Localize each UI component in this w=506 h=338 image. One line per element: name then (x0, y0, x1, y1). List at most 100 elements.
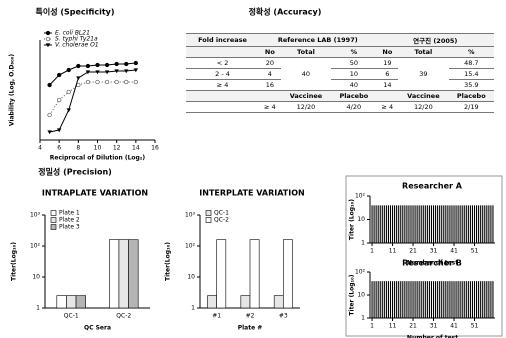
marker (66, 108, 71, 113)
x-tick-label: 6 (57, 145, 61, 152)
cell: Vaccinee (280, 90, 332, 102)
cell: Total (398, 46, 449, 58)
marker (56, 128, 62, 133)
x-tick-label: 16 (151, 145, 159, 152)
x-tick-label: 41 (450, 248, 458, 255)
marker (114, 61, 119, 67)
marker (47, 82, 52, 88)
y-tick-label: 10 (32, 274, 40, 281)
series-line (49, 81, 136, 116)
x-tick-label: 12 (113, 145, 121, 152)
legend-marker (45, 43, 51, 48)
marker (85, 70, 91, 75)
bar (273, 295, 284, 309)
accuracy-table: Fold increase Reference LAB (1997) 연구진 (20… (186, 33, 494, 113)
cell: < 2 (186, 57, 260, 69)
x-tick-label: 10 (94, 145, 102, 152)
cell: 12/20 (280, 101, 332, 113)
marker (124, 61, 129, 67)
cell: % (331, 46, 377, 58)
x-tick-label: 8 (76, 145, 80, 152)
bar (216, 239, 227, 309)
cell: 4 (259, 68, 281, 80)
bar (75, 295, 86, 309)
x-tick-label: 14 (132, 145, 140, 152)
x-tick-label: 11 (389, 323, 397, 330)
x-axis-label: Number of test (407, 260, 458, 267)
x-axis-label: QC Sera (84, 325, 111, 332)
marker (133, 60, 138, 66)
y-tick-label: 1 (191, 305, 195, 312)
legend-label: S. typhi Ty21a (55, 36, 98, 43)
cell: 14 (376, 79, 399, 91)
cell: 16 (259, 79, 281, 91)
y-tick-label: 10² (185, 243, 196, 250)
legend-marker (45, 36, 51, 42)
x-axis-label: Reciprocal of Dilution (Log₂) (50, 155, 146, 162)
cell: 12/20 (398, 101, 449, 113)
legend-swatch (205, 210, 212, 216)
cell: 6 (376, 68, 399, 80)
x-tick-label: QC-1 (64, 313, 79, 320)
cell: ≥ 4 (186, 79, 260, 91)
panel-frame (345, 175, 503, 337)
legend-marker (45, 30, 51, 36)
marker (114, 79, 119, 85)
cell: 2/19 (448, 101, 494, 113)
legend-swatch (50, 217, 57, 223)
marker (47, 112, 52, 118)
x-tick-label: 21 (409, 323, 417, 330)
x-tick-label: #3 (279, 313, 288, 320)
cell: 15.4 (448, 68, 494, 80)
cell: No (376, 46, 399, 58)
legend-label: Plate 3 (59, 224, 80, 231)
section-title: 정밀성 (Precision) (38, 167, 112, 177)
bar (109, 239, 120, 309)
legend-label: E. coli BL21 (55, 30, 90, 37)
marker (124, 69, 129, 74)
cell: 19 (376, 57, 399, 69)
cell: Reference LAB (1997) (259, 33, 377, 47)
y-tick-label: 10 (357, 216, 365, 223)
chart-title: 특이성 (Specificity) (35, 7, 114, 17)
x-tick-label: QC-2 (116, 313, 131, 320)
cell: 39 (398, 57, 449, 91)
cell: Placebo (331, 90, 377, 102)
chart-title: INTRAPLATE VARIATION (42, 189, 148, 198)
bar (283, 239, 293, 309)
x-tick-label: 11 (389, 248, 397, 255)
marker (47, 130, 52, 135)
y-axis-label: Titer (Log₁₀) (349, 199, 356, 240)
cell: 35.9 (448, 79, 494, 91)
y-tick-label: 10² (30, 243, 41, 250)
y-tick-label: 10² (355, 193, 366, 200)
legend-label: V. cholerae O1 (55, 42, 99, 49)
marker (133, 68, 139, 73)
series-line (49, 69, 136, 133)
marker (104, 79, 110, 85)
marker (104, 70, 110, 75)
x-tick-label: #1 (212, 313, 221, 320)
legend-swatch (50, 210, 57, 216)
marker (57, 72, 62, 78)
y-tick-label: 1 (361, 240, 365, 247)
cell: 20 (259, 57, 281, 69)
marker (76, 76, 81, 81)
y-axis-label: Titer (Log₁₀) (349, 274, 356, 315)
legend-label: QC-2 (214, 217, 229, 224)
marker (66, 67, 71, 73)
bar (128, 239, 139, 309)
cell: Placebo (448, 90, 494, 102)
bar (207, 295, 217, 309)
x-tick-label: 41 (450, 323, 458, 330)
legend-label: Plate 2 (59, 217, 80, 224)
table-title: 정확성 (Accuracy) (249, 7, 322, 17)
cell: 4/20 (331, 101, 377, 113)
y-tick-label: 10³ (30, 212, 41, 219)
marker (95, 70, 100, 75)
legend-label: QC-1 (214, 210, 229, 217)
bar (118, 239, 129, 309)
y-tick-label: 1 (361, 315, 365, 322)
